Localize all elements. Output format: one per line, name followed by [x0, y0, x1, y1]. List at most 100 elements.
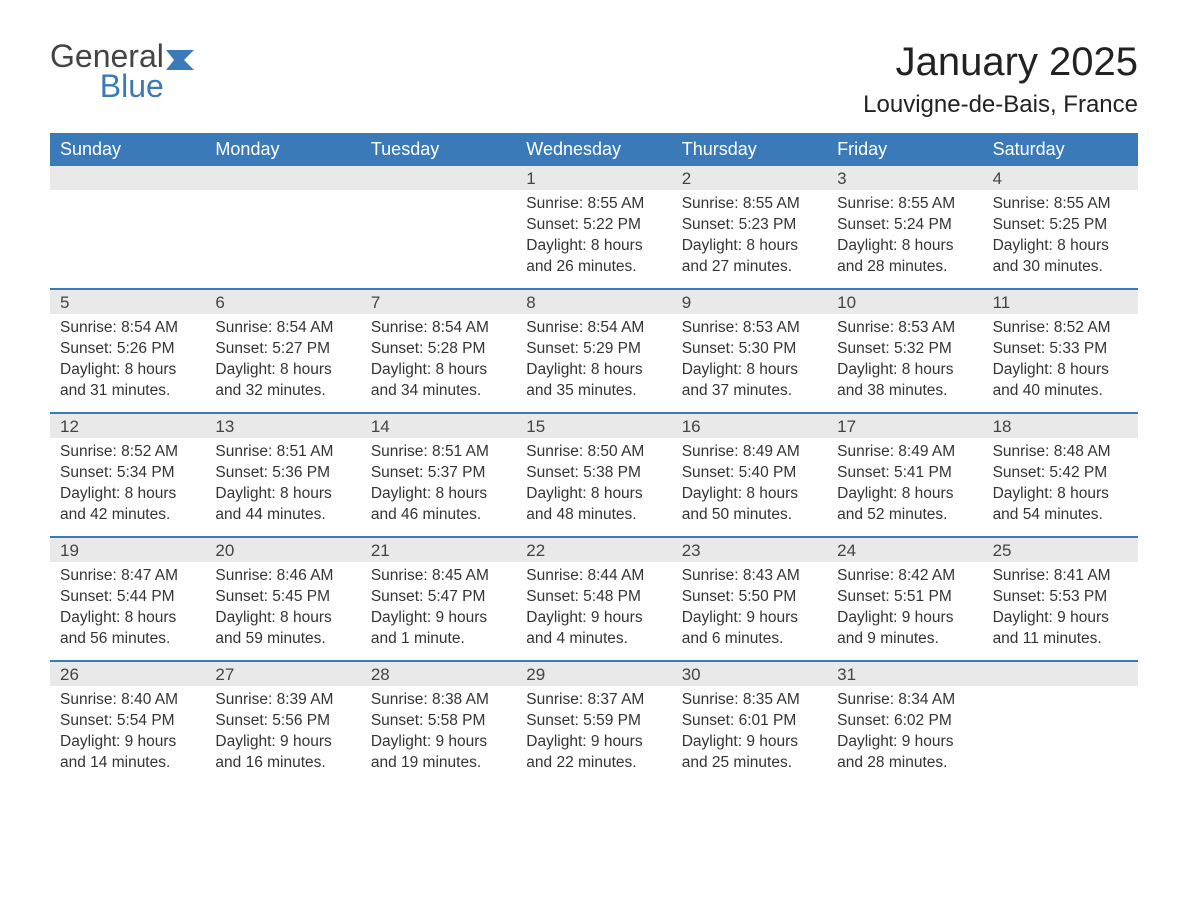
day-number: 5: [50, 290, 205, 314]
sunrise-text: Sunrise: 8:54 AM: [526, 318, 661, 339]
day-number: 1: [516, 166, 671, 190]
day-body: Sunrise: 8:55 AMSunset: 5:22 PMDaylight:…: [516, 194, 671, 278]
sunset-text: Sunset: 5:53 PM: [993, 587, 1128, 608]
sunset-text: Sunset: 5:33 PM: [993, 339, 1128, 360]
day-of-week-header: SundayMondayTuesdayWednesdayThursdayFrid…: [50, 133, 1138, 166]
sunset-text: Sunset: 6:01 PM: [682, 711, 817, 732]
day-body: Sunrise: 8:34 AMSunset: 6:02 PMDaylight:…: [827, 690, 982, 774]
day-body: Sunrise: 8:55 AMSunset: 5:25 PMDaylight:…: [983, 194, 1138, 278]
day-cell: 17Sunrise: 8:49 AMSunset: 5:41 PMDayligh…: [827, 414, 982, 536]
day-number: 27: [205, 662, 360, 686]
sunrise-text: Sunrise: 8:52 AM: [60, 442, 195, 463]
daylight-text: Daylight: 8 hours and 59 minutes.: [215, 608, 350, 650]
daylight-text: Daylight: 8 hours and 37 minutes.: [682, 360, 817, 402]
sunrise-text: Sunrise: 8:55 AM: [682, 194, 817, 215]
day-body: Sunrise: 8:53 AMSunset: 5:32 PMDaylight:…: [827, 318, 982, 402]
daylight-text: Daylight: 8 hours and 28 minutes.: [837, 236, 972, 278]
day-body: Sunrise: 8:54 AMSunset: 5:26 PMDaylight:…: [50, 318, 205, 402]
sunset-text: Sunset: 5:36 PM: [215, 463, 350, 484]
day-body: Sunrise: 8:46 AMSunset: 5:45 PMDaylight:…: [205, 566, 360, 650]
day-body: Sunrise: 8:44 AMSunset: 5:48 PMDaylight:…: [516, 566, 671, 650]
day-number: 18: [983, 414, 1138, 438]
sunrise-text: Sunrise: 8:44 AM: [526, 566, 661, 587]
sunset-text: Sunset: 5:38 PM: [526, 463, 661, 484]
day-number: [205, 166, 360, 190]
day-body: Sunrise: 8:35 AMSunset: 6:01 PMDaylight:…: [672, 690, 827, 774]
sunset-text: Sunset: 5:26 PM: [60, 339, 195, 360]
day-body: Sunrise: 8:43 AMSunset: 5:50 PMDaylight:…: [672, 566, 827, 650]
sunset-text: Sunset: 5:50 PM: [682, 587, 817, 608]
sunset-text: Sunset: 5:48 PM: [526, 587, 661, 608]
day-cell: 26Sunrise: 8:40 AMSunset: 5:54 PMDayligh…: [50, 662, 205, 784]
sunrise-text: Sunrise: 8:37 AM: [526, 690, 661, 711]
day-number: 2: [672, 166, 827, 190]
day-cell: 22 Sunrise: 8:44 AMSunset: 5:48 PMDayligh…: [516, 538, 671, 660]
sunrise-text: Sunrise: 8:54 AM: [215, 318, 350, 339]
sunset-text: Sunset: 5:27 PM: [215, 339, 350, 360]
day-body: Sunrise: 8:37 AMSunset: 5:59 PMDaylight:…: [516, 690, 671, 774]
day-body: Sunrise: 8:53 AMSunset: 5:30 PMDaylight:…: [672, 318, 827, 402]
daylight-text: Daylight: 8 hours and 26 minutes.: [526, 236, 661, 278]
day-number: 22: [516, 538, 671, 562]
sunrise-text: Sunrise: 8:55 AM: [993, 194, 1128, 215]
daylight-text: Daylight: 8 hours and 50 minutes.: [682, 484, 817, 526]
day-number: [361, 166, 516, 190]
calendar: SundayMondayTuesdayWednesdayThursdayFrid…: [50, 133, 1138, 784]
day-cell: 11Sunrise: 8:52 AMSunset: 5:33 PMDayligh…: [983, 290, 1138, 412]
daylight-text: Daylight: 8 hours and 32 minutes.: [215, 360, 350, 402]
day-cell: [205, 166, 360, 288]
sunrise-text: Sunrise: 8:46 AM: [215, 566, 350, 587]
sunset-text: Sunset: 5:44 PM: [60, 587, 195, 608]
sunset-text: Sunset: 5:41 PM: [837, 463, 972, 484]
day-number: 24: [827, 538, 982, 562]
flag-icon: [166, 50, 194, 70]
sunset-text: Sunset: 5:47 PM: [371, 587, 506, 608]
sunrise-text: Sunrise: 8:45 AM: [371, 566, 506, 587]
sunset-text: Sunset: 5:42 PM: [993, 463, 1128, 484]
day-number: 17: [827, 414, 982, 438]
sunset-text: Sunset: 5:23 PM: [682, 215, 817, 236]
day-body: Sunrise: 8:47 AMSunset: 5:44 PMDaylight:…: [50, 566, 205, 650]
sunrise-text: Sunrise: 8:43 AM: [682, 566, 817, 587]
day-number: 28: [361, 662, 516, 686]
sunrise-text: Sunrise: 8:34 AM: [837, 690, 972, 711]
day-number: 3: [827, 166, 982, 190]
day-cell: 8Sunrise: 8:54 AMSunset: 5:29 PMDaylight…: [516, 290, 671, 412]
sunrise-text: Sunrise: 8:49 AM: [682, 442, 817, 463]
title-block: January 2025 Louvigne-de-Bais, France: [863, 40, 1138, 119]
day-number: 16: [672, 414, 827, 438]
day-body: Sunrise: 8:50 AMSunset: 5:38 PMDaylight:…: [516, 442, 671, 526]
sunrise-text: Sunrise: 8:52 AM: [993, 318, 1128, 339]
sunset-text: Sunset: 5:29 PM: [526, 339, 661, 360]
dow-cell: Monday: [205, 133, 360, 166]
day-number: 11: [983, 290, 1138, 314]
day-number: 6: [205, 290, 360, 314]
day-body: Sunrise: 8:51 AMSunset: 5:36 PMDaylight:…: [205, 442, 360, 526]
daylight-text: Daylight: 8 hours and 38 minutes.: [837, 360, 972, 402]
sunset-text: Sunset: 6:02 PM: [837, 711, 972, 732]
day-cell: [50, 166, 205, 288]
sunrise-text: Sunrise: 8:55 AM: [837, 194, 972, 215]
day-body: Sunrise: 8:54 AMSunset: 5:28 PMDaylight:…: [361, 318, 516, 402]
daylight-text: Daylight: 9 hours and 19 minutes.: [371, 732, 506, 774]
day-cell: 3Sunrise: 8:55 AMSunset: 5:24 PMDaylight…: [827, 166, 982, 288]
day-cell: 20Sunrise: 8:46 AMSunset: 5:45 PMDayligh…: [205, 538, 360, 660]
day-body: Sunrise: 8:39 AMSunset: 5:56 PMDaylight:…: [205, 690, 360, 774]
sunrise-text: Sunrise: 8:39 AM: [215, 690, 350, 711]
day-number: 25: [983, 538, 1138, 562]
day-cell: 1 Sunrise: 8:55 AMSunset: 5:22 PMDaylight…: [516, 166, 671, 288]
day-number: 7: [361, 290, 516, 314]
daylight-text: Daylight: 8 hours and 34 minutes.: [371, 360, 506, 402]
sunrise-text: Sunrise: 8:53 AM: [837, 318, 972, 339]
day-number: 14: [361, 414, 516, 438]
sunrise-text: Sunrise: 8:50 AM: [526, 442, 661, 463]
day-body: Sunrise: 8:38 AMSunset: 5:58 PMDaylight:…: [361, 690, 516, 774]
day-number: 13: [205, 414, 360, 438]
daylight-text: Daylight: 8 hours and 30 minutes.: [993, 236, 1128, 278]
day-number: 8: [516, 290, 671, 314]
day-cell: 28 Sunrise: 8:38 AMSunset: 5:58 PMDayligh…: [361, 662, 516, 784]
day-cell: 10Sunrise: 8:53 AMSunset: 5:32 PMDayligh…: [827, 290, 982, 412]
sunset-text: Sunset: 5:54 PM: [60, 711, 195, 732]
dow-cell: Saturday: [983, 133, 1138, 166]
sunrise-text: Sunrise: 8:40 AM: [60, 690, 195, 711]
